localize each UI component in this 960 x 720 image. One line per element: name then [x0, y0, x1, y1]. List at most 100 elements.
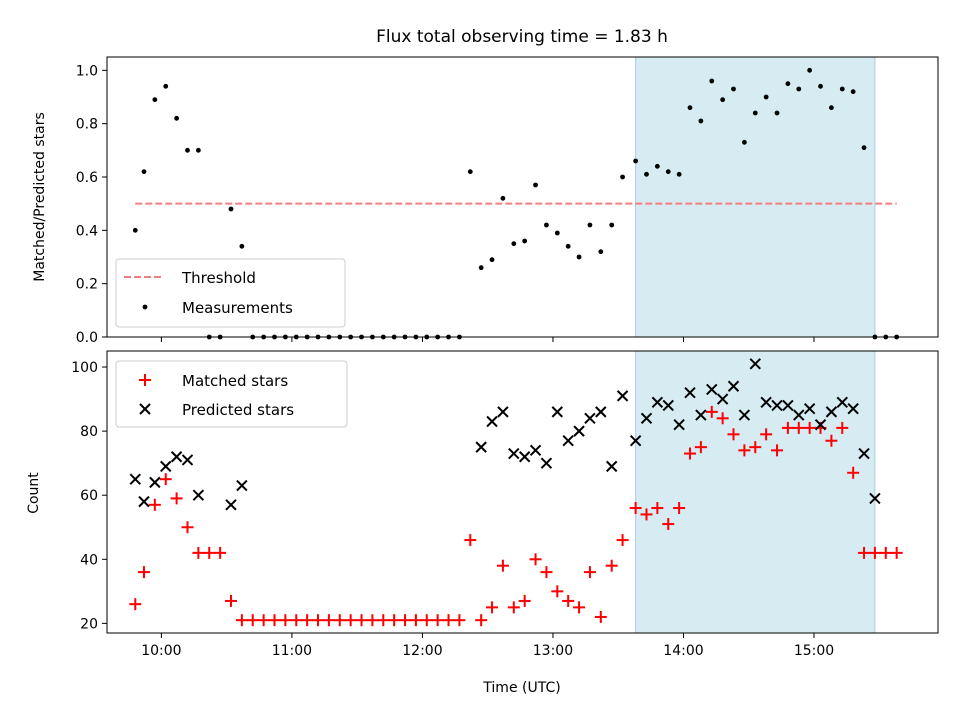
matched-point — [224, 594, 237, 607]
measurement-point — [609, 222, 615, 228]
measurement-point — [665, 169, 671, 175]
predicted-point — [684, 386, 696, 399]
predicted-point — [814, 418, 827, 431]
matched-point — [749, 441, 762, 454]
matched-point — [673, 502, 686, 515]
predicted-point — [803, 402, 816, 415]
matched-point — [399, 614, 412, 627]
matched-point — [662, 518, 675, 531]
measurement-point — [598, 249, 604, 255]
predicted-point — [540, 457, 553, 469]
predicted-point — [749, 358, 761, 370]
observing-window-span — [635, 56, 876, 338]
y-tick-label: 40 — [80, 552, 98, 568]
y-tick-label: 0.6 — [76, 170, 98, 186]
matched-point — [333, 614, 346, 627]
measurement-point — [228, 206, 234, 212]
measurement-point — [720, 97, 726, 103]
matched-point — [235, 614, 248, 627]
matched-point — [771, 444, 784, 457]
x-tick-label: 11:00 — [272, 643, 312, 659]
count-legend-box — [115, 360, 348, 428]
legend-predicted-swatch — [139, 403, 151, 415]
measurement-point — [195, 147, 201, 153]
matched-point — [529, 553, 542, 566]
matched-point — [203, 546, 216, 559]
matched-point — [279, 614, 292, 627]
legend-measurements-swatch — [142, 304, 148, 310]
measurement-point — [785, 81, 791, 87]
matched-point — [847, 466, 860, 479]
measurement-point — [467, 169, 473, 175]
measurement-point — [763, 94, 769, 100]
matched-point — [727, 428, 740, 441]
matched-point — [496, 559, 509, 572]
count-legend: Matched stars Predicted stars — [115, 360, 348, 428]
matched-point — [760, 428, 773, 441]
measurement-point — [163, 83, 169, 89]
measurement-point — [576, 254, 582, 260]
matched-point — [214, 546, 227, 559]
ratio-plot-frame — [106, 56, 939, 338]
measurement-point — [554, 230, 560, 236]
y-tick-label: 1.0 — [76, 63, 98, 79]
matched-point — [301, 614, 314, 627]
measurement-point — [620, 174, 625, 180]
matched-point — [694, 441, 707, 454]
predicted-point — [192, 489, 205, 501]
measurement-point — [687, 105, 693, 111]
measurement-point — [796, 86, 802, 92]
predicted-point — [771, 399, 783, 412]
matched-point — [290, 614, 303, 627]
predicted-point — [616, 390, 629, 402]
predicted-point — [760, 396, 772, 408]
predicted-point — [584, 412, 596, 425]
predicted-point — [640, 412, 653, 425]
observing-window-span — [635, 350, 876, 634]
x-tick-label: 12:00 — [402, 643, 442, 659]
measurement-point — [807, 67, 813, 73]
matched-point — [716, 412, 729, 425]
measurement-point — [829, 105, 834, 111]
measurement-point — [533, 182, 538, 188]
measurement-point — [587, 222, 593, 228]
matched-point — [583, 566, 596, 579]
y-tick-label: 100 — [71, 360, 98, 376]
predicted-point — [673, 418, 685, 431]
predicted-point — [236, 479, 248, 492]
matched-point — [355, 614, 368, 627]
predicted-point — [138, 495, 150, 508]
ratio-legend-box — [115, 258, 346, 328]
predicted-point — [727, 380, 740, 392]
predicted-point — [497, 406, 509, 418]
legend-matched-swatch — [139, 374, 151, 386]
matched-point — [257, 614, 270, 627]
legend-matched-label: Matched stars — [182, 372, 288, 390]
y-tick-label: 0.2 — [76, 277, 98, 293]
matched-point — [464, 534, 477, 547]
predicted-point — [475, 441, 487, 453]
matched-point — [388, 614, 401, 627]
matched-point — [137, 566, 150, 579]
x-tick-label: 15:00 — [794, 643, 834, 659]
measurement-point — [489, 257, 495, 263]
predicted-point — [129, 473, 141, 485]
predicted-point — [836, 396, 848, 408]
predicted-point — [629, 435, 642, 447]
ratio-panel: 0.0 0.2 0.4 0.6 0.8 1.0 Matched/Predicted sta… — [32, 56, 939, 346]
predicted-point — [518, 451, 531, 463]
measurement-point — [654, 163, 660, 169]
measurement-point — [239, 243, 245, 249]
matched-point — [246, 614, 259, 627]
measurement-point — [141, 169, 147, 175]
y-tick-label: 20 — [80, 616, 98, 632]
predicted-point — [793, 409, 805, 421]
matched-point — [366, 614, 379, 627]
y-tick-label: 60 — [80, 488, 98, 504]
predicted-point — [160, 460, 172, 473]
matched-point — [836, 421, 849, 434]
matched-point — [651, 502, 664, 515]
measurement-point — [850, 89, 856, 95]
measurement-point — [818, 83, 823, 89]
